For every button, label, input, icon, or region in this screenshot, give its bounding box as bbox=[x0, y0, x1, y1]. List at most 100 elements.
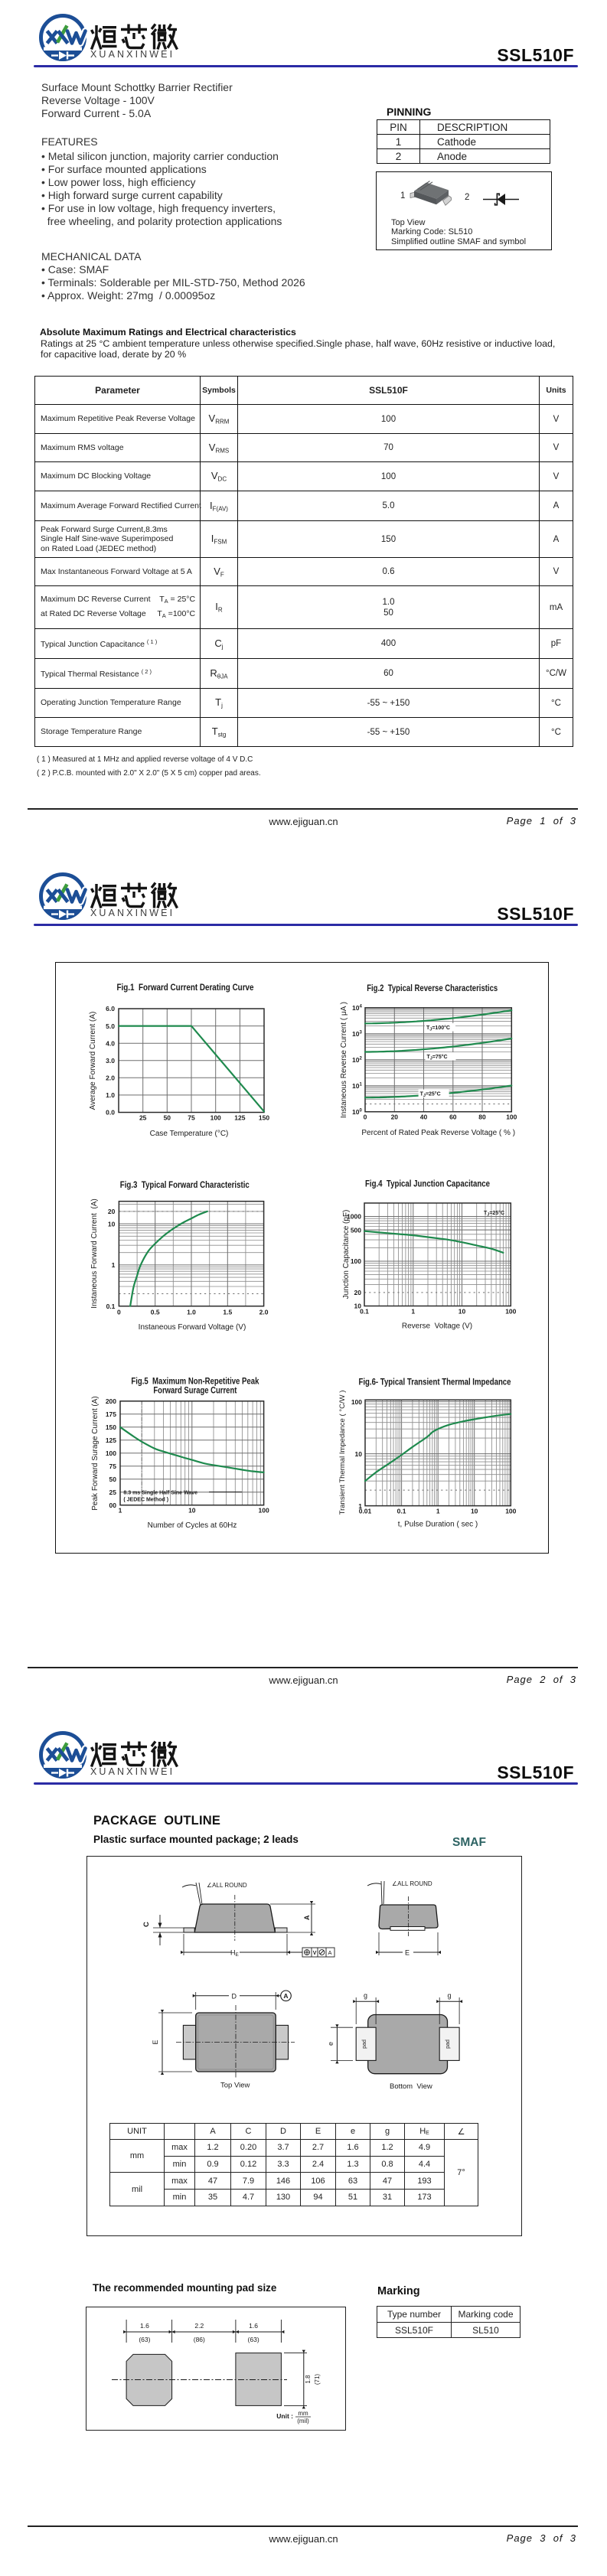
svg-text:75: 75 bbox=[188, 1114, 195, 1122]
svg-text:1.0: 1.0 bbox=[106, 1091, 115, 1099]
svg-text:10: 10 bbox=[188, 1507, 196, 1515]
svg-text:10: 10 bbox=[459, 1308, 466, 1316]
svg-text:1000: 1000 bbox=[347, 1213, 361, 1221]
svg-text:80: 80 bbox=[478, 1114, 486, 1121]
svg-text:E: E bbox=[405, 1949, 410, 1957]
svg-text:Fig.6- Typical Transient Therm: Fig.6- Typical Transient Thermal Impedan… bbox=[359, 1377, 511, 1387]
svg-text:TJ=100°C: TJ=100°C bbox=[426, 1025, 450, 1032]
svg-text:102: 102 bbox=[352, 1056, 362, 1064]
svg-text:100: 100 bbox=[352, 1108, 362, 1116]
svg-text:Top View: Top View bbox=[220, 2082, 250, 2090]
svg-text:4.0: 4.0 bbox=[106, 1039, 115, 1047]
svg-text:Instaneous Reverse Current ( μ: Instaneous Reverse Current ( μA ) bbox=[340, 1002, 348, 1118]
svg-text:10: 10 bbox=[355, 1450, 363, 1458]
svg-text:100: 100 bbox=[506, 1114, 517, 1121]
svg-text:100: 100 bbox=[505, 1308, 516, 1316]
svg-text:125: 125 bbox=[234, 1114, 245, 1122]
svg-text:Reverse Voltage (V): Reverse Voltage (V) bbox=[402, 1322, 472, 1331]
svg-text:Percent of Rated Peak Reverse: Percent of Rated Peak Reverse Voltage ( … bbox=[361, 1129, 515, 1137]
svg-text:mm: mm bbox=[298, 2410, 308, 2417]
svg-text:0: 0 bbox=[117, 1309, 121, 1316]
svg-text:103: 103 bbox=[352, 1030, 362, 1038]
svg-text:100: 100 bbox=[210, 1114, 221, 1122]
svg-text:Fig.5 Maximum Non-Repetitive: Fig.5 Maximum Non-Repetitive Peak bbox=[131, 1375, 259, 1386]
svg-text:50: 50 bbox=[109, 1475, 117, 1483]
svg-text:2.0: 2.0 bbox=[106, 1074, 115, 1082]
svg-text:(86): (86) bbox=[194, 2336, 205, 2343]
svg-text:pad: pad bbox=[362, 2040, 367, 2049]
svg-text:A: A bbox=[328, 1949, 332, 1956]
svg-text:0: 0 bbox=[364, 1114, 367, 1121]
svg-text:Transient Thermal Impedance (: Transient Thermal Impedance ( °C/W ) bbox=[338, 1391, 347, 1515]
svg-text:Fig.2 Typical Reverse Charact: Fig.2 Typical Reverse Characteristics bbox=[367, 983, 498, 993]
svg-text:20: 20 bbox=[391, 1114, 399, 1121]
svg-text:C: C bbox=[142, 1922, 151, 1927]
svg-text:104: 104 bbox=[352, 1004, 362, 1012]
svg-text:0.1: 0.1 bbox=[360, 1308, 369, 1316]
svg-text:25: 25 bbox=[139, 1114, 147, 1122]
svg-text:20: 20 bbox=[354, 1289, 362, 1296]
svg-text:V: V bbox=[313, 1951, 317, 1956]
svg-text:(mil): (mil) bbox=[297, 2418, 309, 2424]
svg-text:1: 1 bbox=[112, 1261, 116, 1269]
svg-text:8.3 ms Single Half Sine Wave: 8.3 ms Single Half Sine Wave bbox=[123, 1491, 197, 1496]
svg-text:1.0: 1.0 bbox=[187, 1309, 196, 1316]
svg-text:100: 100 bbox=[351, 1398, 362, 1406]
svg-text:60: 60 bbox=[449, 1114, 457, 1121]
svg-text:75: 75 bbox=[109, 1462, 117, 1470]
svg-text:500: 500 bbox=[351, 1226, 361, 1234]
svg-text:10: 10 bbox=[471, 1508, 478, 1515]
svg-text:∠ALL ROUND: ∠ALL ROUND bbox=[207, 1882, 247, 1889]
svg-text:0.1: 0.1 bbox=[106, 1303, 116, 1310]
svg-text:∠ALL ROUND: ∠ALL ROUND bbox=[392, 1880, 432, 1887]
svg-text:Fig.3 Typical Forward Charact: Fig.3 Typical Forward Characteristic bbox=[120, 1179, 250, 1190]
svg-text:2.2: 2.2 bbox=[194, 2322, 204, 2330]
svg-text:Instaneous Forward Voltage (V): Instaneous Forward Voltage (V) bbox=[139, 1323, 246, 1332]
svg-text:100: 100 bbox=[259, 1507, 269, 1515]
svg-text:TJ=25°C: TJ=25°C bbox=[484, 1210, 504, 1218]
svg-text:(63): (63) bbox=[139, 2336, 150, 2343]
svg-text:Average Forward Current (A): Average Forward Current (A) bbox=[89, 1012, 97, 1110]
svg-text:1: 1 bbox=[358, 1502, 362, 1510]
svg-text:Bottom View: Bottom View bbox=[390, 2082, 432, 2091]
svg-text:0.0: 0.0 bbox=[106, 1109, 115, 1117]
svg-text:20: 20 bbox=[108, 1208, 116, 1215]
svg-text:0.5: 0.5 bbox=[151, 1309, 160, 1316]
svg-text:Case Temperature (°C): Case Temperature (°C) bbox=[150, 1130, 229, 1138]
svg-text:Number of Cycles at 60Hz: Number of Cycles at 60Hz bbox=[148, 1521, 237, 1530]
svg-text:TJ=25°C: TJ=25°C bbox=[420, 1091, 441, 1099]
svg-text:g: g bbox=[364, 1992, 367, 2000]
svg-text:E: E bbox=[152, 2040, 159, 2044]
svg-text:25: 25 bbox=[109, 1489, 117, 1496]
svg-text:10: 10 bbox=[108, 1220, 116, 1228]
svg-text:5.0: 5.0 bbox=[106, 1022, 115, 1030]
svg-text:0.01: 0.01 bbox=[359, 1508, 372, 1515]
svg-text:1.8: 1.8 bbox=[305, 2375, 312, 2384]
svg-text:100: 100 bbox=[505, 1508, 516, 1515]
svg-text:t, Pulse Duration ( sec ): t, Pulse Duration ( sec ) bbox=[398, 1521, 478, 1529]
svg-text:A: A bbox=[303, 1915, 311, 1920]
svg-text:Junction Capacitance (pF): Junction Capacitance (pF) bbox=[342, 1210, 351, 1299]
svg-text:Fig.4 Typical Junction Capaci: Fig.4 Typical Junction Capacitance bbox=[365, 1178, 490, 1189]
svg-text:Peak Forward Surage Current (A: Peak Forward Surage Current (A) bbox=[91, 1396, 100, 1511]
svg-text:1: 1 bbox=[119, 1507, 122, 1515]
svg-text:( JEDEC Method ): ( JEDEC Method ) bbox=[123, 1498, 168, 1503]
svg-text:Unit :: Unit : bbox=[276, 2412, 293, 2420]
svg-text:175: 175 bbox=[106, 1410, 116, 1418]
svg-text:(63): (63) bbox=[248, 2336, 259, 2343]
svg-text:Fig.1 Forward Current Deratin: Fig.1 Forward Current Derating Curve bbox=[117, 982, 254, 993]
svg-text:1.6: 1.6 bbox=[249, 2322, 258, 2330]
svg-text:Forward Surage Current: Forward Surage Current bbox=[153, 1384, 237, 1395]
svg-text:6.0: 6.0 bbox=[106, 1005, 115, 1012]
svg-text:2.0: 2.0 bbox=[259, 1309, 269, 1316]
svg-text:00: 00 bbox=[109, 1502, 117, 1509]
svg-text:D: D bbox=[232, 1992, 237, 2000]
svg-text:g: g bbox=[448, 1992, 452, 2000]
svg-text:1: 1 bbox=[436, 1508, 440, 1515]
svg-text:TJ=75°C: TJ=75°C bbox=[427, 1054, 448, 1061]
svg-text:0.1: 0.1 bbox=[397, 1508, 406, 1515]
svg-text:3.0: 3.0 bbox=[106, 1057, 115, 1065]
svg-text:150: 150 bbox=[106, 1423, 116, 1431]
svg-text:10: 10 bbox=[354, 1303, 362, 1310]
svg-text:(71): (71) bbox=[314, 2374, 321, 2385]
